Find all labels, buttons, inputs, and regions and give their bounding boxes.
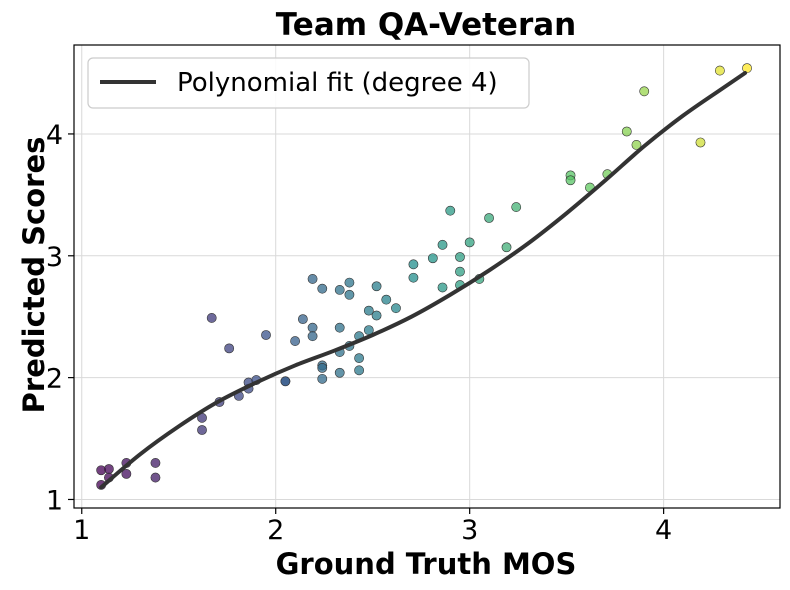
data-point xyxy=(206,313,217,323)
data-point xyxy=(307,322,318,333)
data-point xyxy=(317,362,328,373)
grid xyxy=(74,45,780,508)
data-point xyxy=(714,65,725,76)
data-point xyxy=(150,472,161,483)
data-point xyxy=(381,294,392,305)
x-tick-label: 4 xyxy=(655,515,672,546)
data-point xyxy=(445,205,456,216)
data-point xyxy=(197,425,207,435)
data-point xyxy=(121,468,132,479)
data-point xyxy=(437,282,448,293)
data-point xyxy=(307,274,318,284)
y-tick-label: 3 xyxy=(46,242,63,273)
legend-fit-label: Polynomial fit (degree 4) xyxy=(177,68,498,98)
legend-box xyxy=(87,57,530,109)
data-point xyxy=(464,237,475,248)
data-point xyxy=(261,330,271,340)
data-point xyxy=(511,202,522,212)
data-point xyxy=(307,331,318,342)
plot-frame xyxy=(73,44,781,509)
data-point xyxy=(334,322,345,333)
data-point xyxy=(150,458,161,468)
data-point xyxy=(104,464,114,474)
data-point xyxy=(565,175,576,186)
data-point xyxy=(408,272,419,283)
data-point xyxy=(437,239,448,250)
data-point xyxy=(695,137,706,148)
y-axis-label: Predicted Scores xyxy=(17,137,51,414)
chart-title: Team QA-Veteran xyxy=(276,7,576,43)
data-point xyxy=(742,63,752,74)
axis-ticks: 1 2 3 4 1 2 3 4 xyxy=(46,120,672,546)
data-point xyxy=(427,253,438,264)
data-point xyxy=(639,86,650,97)
x-tick-label: 1 xyxy=(73,515,90,546)
x-tick-label: 3 xyxy=(461,515,478,546)
fit-curve xyxy=(99,71,748,490)
data-point xyxy=(501,242,512,253)
data-point xyxy=(280,376,291,387)
data-point xyxy=(344,289,355,300)
y-tick-label: 2 xyxy=(46,364,63,395)
data-point xyxy=(371,281,382,292)
data-point xyxy=(631,140,642,150)
data-point xyxy=(484,213,494,223)
data-point xyxy=(344,277,355,288)
data-point xyxy=(317,283,328,294)
data-point xyxy=(363,305,374,316)
data-point xyxy=(354,353,365,364)
legend: Polynomial fit (degree 4) xyxy=(87,57,530,109)
data-point xyxy=(224,343,235,354)
data-point xyxy=(317,373,328,384)
data-point xyxy=(297,314,308,325)
x-tick-label: 2 xyxy=(267,515,284,546)
data-point xyxy=(455,252,465,262)
data-point xyxy=(621,126,632,137)
data-point xyxy=(334,285,345,295)
data-point xyxy=(290,336,301,346)
data-point xyxy=(455,266,465,277)
x-axis-label: Ground Truth MOS xyxy=(276,547,577,581)
y-tick-label: 4 xyxy=(46,120,63,151)
data-point xyxy=(371,310,382,321)
data-points xyxy=(96,63,752,490)
data-point xyxy=(408,259,419,270)
data-point xyxy=(354,365,365,376)
data-point xyxy=(391,303,401,314)
data-point xyxy=(334,367,345,378)
y-tick-label: 1 xyxy=(46,485,63,516)
